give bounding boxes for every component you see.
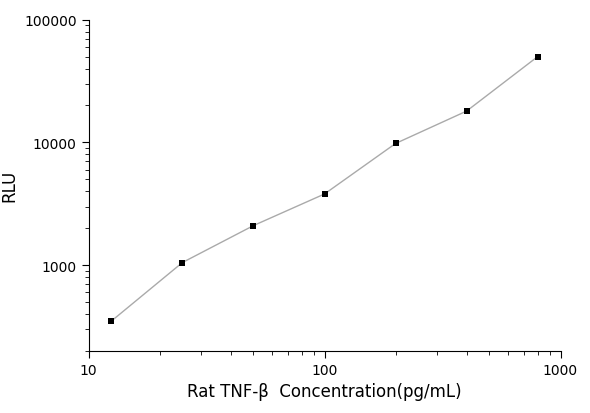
X-axis label: Rat TNF-β  Concentration(pg/mL): Rat TNF-β Concentration(pg/mL) xyxy=(187,382,462,400)
Y-axis label: RLU: RLU xyxy=(1,170,18,202)
